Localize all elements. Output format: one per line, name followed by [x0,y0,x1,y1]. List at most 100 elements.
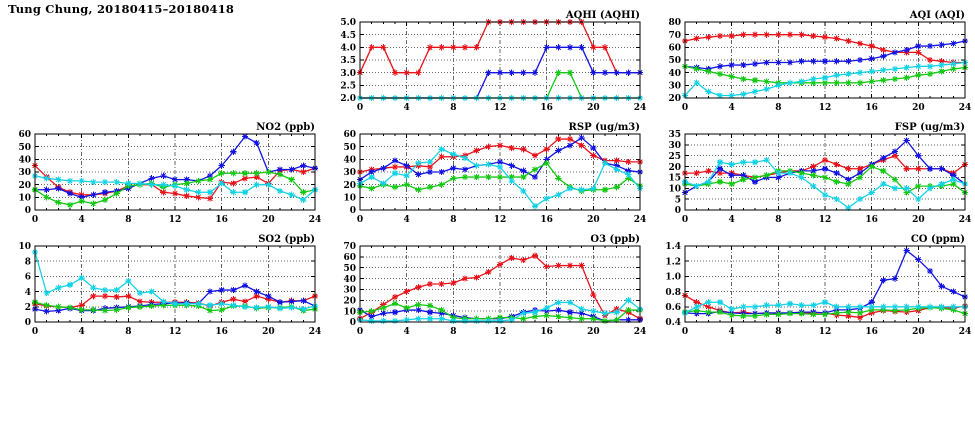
y-axis-tick-label: 0.8 [665,288,681,298]
chart-panel-fsp: 0 5 10 15 20 25 30 35 0 4 8 12 16 20 24 FSP (ug/m3) [655,120,973,228]
y-axis-tick-label: 50 [18,143,31,153]
series-cyan [681,59,969,99]
chart-svg: 20 30 40 50 60 70 80 0 4 8 12 16 20 24 AQI (AQI) [668,10,972,113]
x-axis-tick-label: 24 [309,327,322,337]
series-cyan [356,297,644,325]
x-axis-tick-label: 24 [634,103,647,113]
y-axis-tick-label: 60 [343,130,356,140]
x-axis-tick-label: 0 [682,103,688,113]
x-axis-tick-label: 24 [634,215,647,225]
y-axis-tick-label: 0.6 [665,303,681,313]
y-axis-tick-label: 20 [343,296,356,306]
x-axis-tick-label: 12 [494,327,507,337]
y-axis-tick-label: 5.0 [340,18,356,28]
panel-title: AQHI (AQHI) [565,10,640,21]
y-axis-tick-label: 35 [668,130,681,140]
x-axis-tick-label: 0 [32,215,38,225]
x-axis-tick-label: 16 [865,215,878,225]
x-axis-tick-label: 20 [587,215,600,225]
chart-panel-aqhi: 2.0 2.5 3.0 3.5 4.0 4.5 5.0 0 4 8 12 16 20 24 AQHI (AQ… [330,8,648,116]
y-axis-tick-label: 30 [668,82,681,92]
y-axis-tick-label: 50 [668,56,681,66]
x-axis-tick-label: 8 [775,215,781,225]
panel-title: SO2 (ppb) [258,234,315,245]
x-axis-tick-label: 16 [215,215,228,225]
x-axis-tick-label: 20 [912,327,925,337]
y-axis-tick-label: 3.5 [340,56,356,66]
x-axis-tick-label: 16 [540,215,553,225]
chart-svg: 0 10 20 30 40 50 60 0 4 8 12 16 20 24 NO2 (ppb) [18,122,321,225]
y-axis-tick-label: 40 [18,156,31,166]
x-axis-tick-label: 12 [169,215,182,225]
x-axis-tick-label: 0 [32,327,38,337]
y-axis-tick-label: 40 [343,275,356,285]
y-axis-tick-label: 10 [18,194,31,204]
x-axis-tick-label: 20 [262,215,275,225]
x-axis-tick-label: 8 [775,103,781,113]
y-axis-tick-label: 20 [343,181,356,191]
y-axis-tick-label: 20 [668,94,681,104]
y-axis-tick-label: 1.0 [665,273,681,283]
panel-title: CO (ppm) [911,234,965,245]
x-axis-tick-label: 24 [634,327,647,337]
x-axis-tick-label: 4 [404,103,410,113]
x-axis-tick-label: 0 [357,327,363,337]
y-axis-tick-label: 25 [668,152,681,162]
x-axis-tick-label: 16 [215,327,228,337]
x-axis-tick-label: 24 [959,103,972,113]
chart-svg: 0 10 20 30 40 50 60 0 4 8 12 16 20 24 RSP (ug/m3) [343,122,647,225]
x-axis-tick-label: 4 [729,215,735,225]
y-axis-tick-label: 40 [668,69,681,79]
x-axis-tick-label: 8 [450,327,456,337]
y-axis-tick-label: 70 [668,31,681,41]
y-axis-tick-label: 0 [25,318,31,328]
y-axis-tick-label: 80 [668,18,681,28]
x-axis-tick-label: 0 [682,327,688,337]
chart-panel-co: 0.4 0.6 0.8 1.0 1.2 1.4 0 4 8 12 16 20 24 CO (ppm) [655,232,973,340]
x-axis-tick-label: 16 [865,103,878,113]
x-axis-tick-label: 16 [540,103,553,113]
x-axis-tick-label: 0 [357,103,363,113]
x-axis-tick-label: 4 [404,215,410,225]
y-axis-tick-label: 0 [675,206,681,216]
chart-svg: 2.0 2.5 3.0 3.5 4.0 4.5 5.0 0 4 8 12 16 20 24 AQHI (AQ… [340,10,647,113]
y-axis-tick-label: 70 [343,242,356,252]
y-axis-tick-label: 30 [18,168,31,178]
x-axis-tick-label: 24 [959,327,972,337]
y-axis-tick-label: 0.4 [665,318,681,328]
y-axis-tick-label: 8 [25,257,31,267]
x-axis-tick-label: 12 [819,215,832,225]
y-axis-tick-label: 2 [25,303,31,313]
panel-title: NO2 (ppb) [256,122,315,133]
x-axis-tick-label: 20 [912,215,925,225]
y-axis-tick-label: 5 [675,195,681,205]
y-axis-tick-label: 6 [25,273,31,283]
x-axis-tick-label: 12 [819,103,832,113]
y-axis-tick-label: 1.4 [665,242,681,252]
y-axis-tick-label: 60 [343,253,356,263]
y-axis-tick-label: 10 [668,184,681,194]
y-axis-tick-label: 30 [668,141,681,151]
x-axis-tick-label: 4 [729,103,735,113]
y-axis-tick-label: 0 [350,318,356,328]
panel-title: FSP (ug/m3) [895,122,965,133]
x-axis-tick-label: 8 [125,327,131,337]
y-axis-tick-label: 1.2 [665,257,681,267]
x-axis-tick-label: 4 [404,327,410,337]
y-axis-tick-label: 30 [343,168,356,178]
chart-panel-rsp: 0 10 20 30 40 50 60 0 4 8 12 16 20 24 RSP (ug/m3) [330,120,648,228]
chart-panel-so2: 0 2 4 6 8 10 0 4 8 12 16 20 24 SO2 (ppb) [5,232,323,340]
y-axis-tick-label: 4 [25,288,31,298]
x-axis-tick-label: 20 [912,103,925,113]
x-axis-tick-label: 24 [959,215,972,225]
panel-title: O3 (ppb) [590,234,640,245]
y-axis-tick-label: 50 [343,143,356,153]
y-axis-tick-label: 50 [343,264,356,274]
x-axis-tick-label: 4 [79,327,85,337]
x-axis-tick-label: 8 [125,215,131,225]
x-axis-tick-label: 20 [587,103,600,113]
panel-title: RSP (ug/m3) [569,122,640,133]
